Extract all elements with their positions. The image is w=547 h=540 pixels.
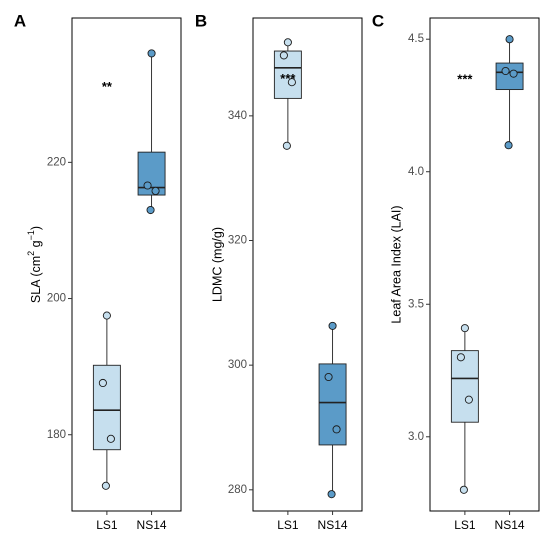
- data-point: [101, 481, 110, 490]
- data-point: [501, 66, 510, 76]
- data-point: [505, 35, 514, 44]
- y-tick-label: 4.0: [408, 166, 424, 178]
- data-point: [324, 372, 333, 382]
- y-tick-label: 180: [47, 429, 66, 441]
- y-label-end: ): [29, 226, 43, 230]
- panel-label: B: [195, 11, 207, 30]
- data-point: [328, 321, 337, 330]
- y-label-sup: −1: [26, 230, 36, 240]
- y-tick-label: 4.5: [408, 33, 424, 45]
- data-point: [460, 324, 469, 333]
- plot-frame: [429, 17, 540, 512]
- data-point: [327, 490, 336, 499]
- panel-label: A: [14, 11, 26, 30]
- data-point: [283, 38, 292, 47]
- y-label-sup: 2: [26, 251, 36, 256]
- y-tick-label: 280: [228, 484, 247, 496]
- data-point: [102, 311, 111, 320]
- data-point: [282, 141, 291, 150]
- plot-frame: [252, 17, 363, 512]
- data-point: [504, 141, 513, 150]
- y-tick-label: 3.5: [408, 298, 424, 310]
- y-axis-label: SLA (cm2 g−1): [26, 226, 43, 303]
- x-tick-label: NS14: [318, 518, 348, 532]
- y-axis-label: Leaf Area Index (LAI): [389, 205, 403, 323]
- box-iqr: [450, 350, 479, 423]
- data-point: [332, 425, 341, 434]
- x-tick-label: LS1: [454, 518, 476, 532]
- y-label-base: SLA (cm: [29, 256, 43, 303]
- y-label-unit: g: [29, 240, 43, 250]
- x-tick-label: NS14: [137, 518, 167, 532]
- panel-a: A 180 200 220 SLA (cm2 g−1) LS1 NS14 **: [14, 11, 182, 532]
- panel-b: B 280 300 320 340 LDMC (mg/g) LS1 NS14 ***: [195, 11, 363, 532]
- data-point: [143, 181, 152, 190]
- y-axis-label: LDMC (mg/g): [210, 227, 224, 302]
- box-iqr: [137, 151, 166, 196]
- data-point: [146, 205, 155, 215]
- data-point: [509, 69, 518, 78]
- y-tick-label: 200: [47, 293, 66, 305]
- significance-label: ***: [457, 72, 473, 87]
- data-point: [287, 78, 296, 87]
- x-tick-label: NS14: [495, 518, 525, 532]
- box-iqr: [318, 363, 347, 446]
- box-ls1: [273, 38, 302, 150]
- x-tick-label: LS1: [96, 518, 118, 532]
- data-point: [464, 395, 473, 404]
- plot-frame: [71, 17, 182, 512]
- data-point: [279, 51, 288, 60]
- box-iqr: [495, 62, 524, 91]
- data-point: [459, 485, 468, 494]
- y-tick-label: 320: [228, 235, 247, 247]
- data-point: [456, 353, 465, 362]
- box-iqr: [273, 50, 302, 99]
- data-point: [98, 378, 107, 388]
- x-tick-label: LS1: [277, 518, 299, 532]
- significance-label: **: [102, 79, 113, 94]
- y-tick-label: 3.0: [408, 431, 424, 443]
- box-ns14: [318, 321, 347, 499]
- box-ns14: [495, 35, 524, 150]
- box-iqr: [92, 364, 121, 451]
- box-ls1: [450, 324, 479, 494]
- panel-c: C 3.0 3.5 4.0 4.5 Leaf Area Index (LAI) LS1 NS1…: [372, 11, 540, 532]
- panel-label: C: [372, 11, 384, 30]
- box-ls1: [92, 311, 121, 490]
- y-tick-label: 340: [228, 110, 247, 122]
- box-ns14: [137, 49, 166, 215]
- data-point: [151, 186, 160, 196]
- y-tick-label: 220: [47, 156, 66, 168]
- data-point: [106, 434, 115, 443]
- data-point: [147, 49, 156, 58]
- significance-label: ***: [280, 71, 296, 86]
- y-tick-label: 300: [228, 359, 247, 371]
